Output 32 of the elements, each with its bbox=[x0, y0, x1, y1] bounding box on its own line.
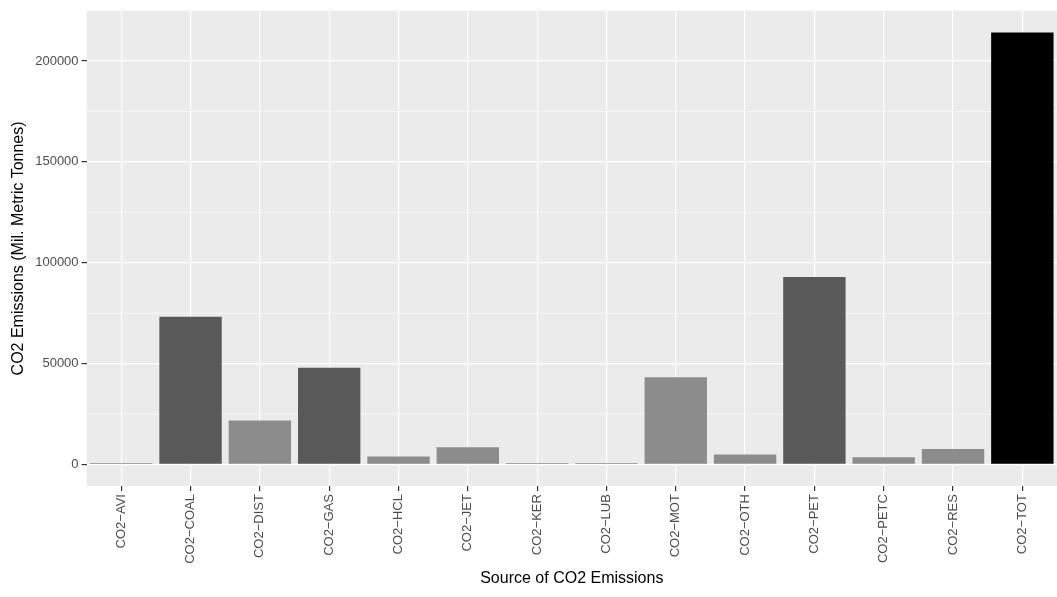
y-tick-label: 0 bbox=[71, 456, 79, 472]
x-tick-label: CO2−HCL bbox=[390, 494, 406, 555]
y-tick-label: 200000 bbox=[35, 52, 79, 68]
bar bbox=[297, 367, 361, 464]
x-tick-label: CO2−PET bbox=[805, 494, 821, 554]
bar bbox=[921, 448, 985, 464]
bar bbox=[852, 457, 915, 464]
bar bbox=[436, 447, 500, 464]
bar bbox=[228, 420, 292, 464]
bar bbox=[367, 456, 430, 464]
x-axis-title: Source of CO2 Emissions bbox=[480, 568, 664, 586]
bar bbox=[783, 276, 846, 464]
x-tick-label: CO2−JET bbox=[459, 494, 475, 552]
x-tick-label: CO2−MOT bbox=[667, 494, 683, 558]
y-axis-title: CO2 Emissions (Mil. Metric Tonnes) bbox=[9, 121, 27, 376]
bar bbox=[991, 32, 1054, 464]
x-tick-label: CO2−LUB bbox=[598, 494, 614, 554]
x-tick-label: CO2−KER bbox=[528, 494, 544, 556]
x-tick-label: CO2−DIST bbox=[251, 494, 267, 559]
y-tick-label: 100000 bbox=[35, 254, 79, 270]
y-tick-label: 50000 bbox=[42, 355, 79, 371]
y-tick-label: 150000 bbox=[35, 153, 79, 169]
x-tick-label: CO2−COAL bbox=[182, 494, 198, 564]
x-tick-label: CO2−GAS bbox=[320, 493, 336, 556]
bar bbox=[644, 377, 707, 464]
x-tick-label: CO2−TOT bbox=[1013, 494, 1029, 555]
bar bbox=[713, 454, 777, 464]
bar bbox=[159, 316, 222, 464]
x-tick-label: CO2−OTH bbox=[736, 494, 752, 556]
x-tick-label: CO2−RES bbox=[944, 493, 960, 556]
x-tick-label: CO2−PETC bbox=[875, 494, 891, 564]
x-tick-label: CO2−AVI bbox=[112, 494, 128, 549]
